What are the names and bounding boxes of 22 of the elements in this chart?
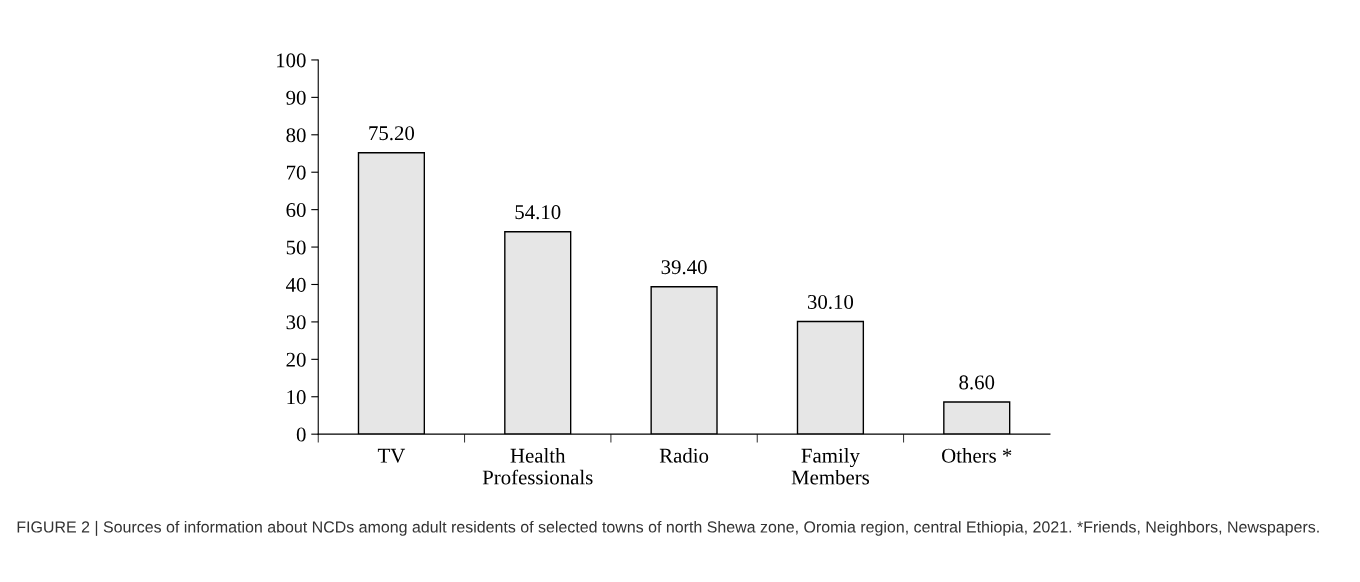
x-tick-label: Others * [942, 448, 1012, 463]
data-label: 75.20 [369, 126, 415, 141]
caption: FIGURE 2 | Sources of information about NCDs among adult residents of selected towns of north Shewa zone, Oromia region, central Ethiopia, 2021. *Friends, Neighbors, Newspapers. [17, 520, 1319, 536]
x-tick-label: Health Professionals [482, 448, 593, 485]
y-tick-label: 30 [286, 315, 306, 330]
x-tick-label: Family Members [791, 448, 869, 485]
x-tick-label: Radio [659, 448, 709, 463]
y-tick-label: 100 [277, 53, 306, 68]
y-tick-label: 20 [286, 352, 306, 367]
x-tick-label: TV [377, 448, 406, 463]
y-tick-label: 10 [287, 390, 306, 405]
y-tick-label: 70 [286, 165, 306, 180]
data-label: 30.10 [807, 294, 854, 310]
data-label: 39.40 [661, 260, 707, 275]
y-tick-label: 60 [286, 203, 306, 218]
data-label: 8.60 [959, 375, 995, 390]
y-tick-label: 80 [286, 128, 306, 143]
y-tick-label: 50 [286, 240, 306, 255]
y-tick-label: 40 [286, 277, 306, 292]
y-tick-label: 0 [296, 427, 306, 442]
y-tick-label: 90 [286, 90, 306, 105]
data-label: 54.10 [515, 205, 561, 220]
